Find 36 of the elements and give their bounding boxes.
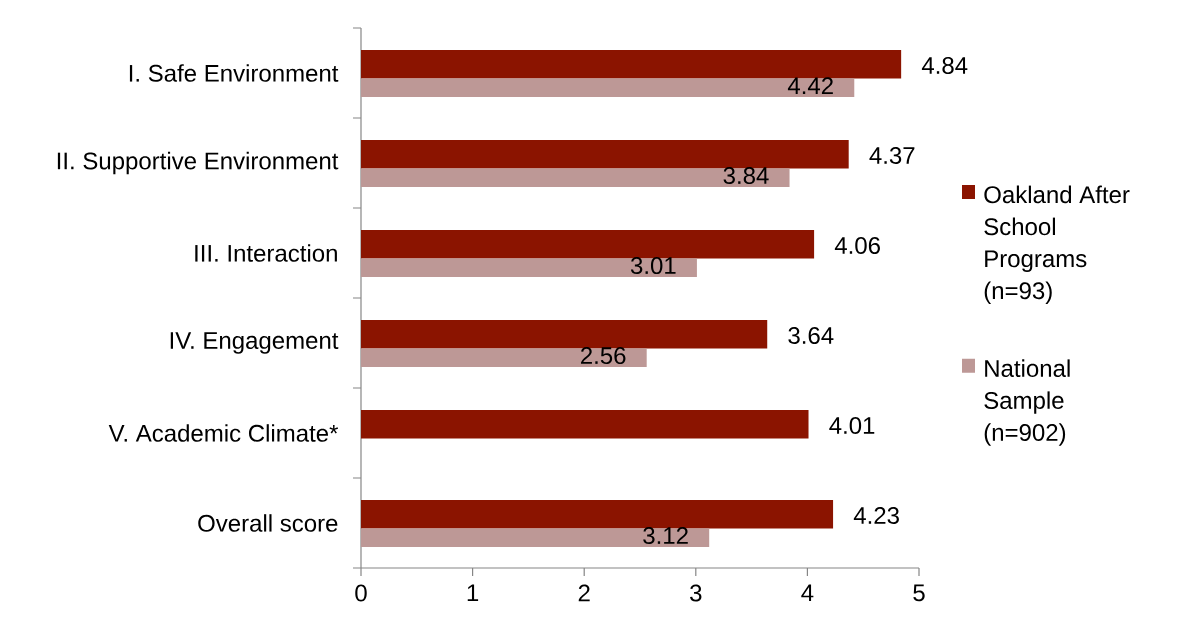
data-label: 4.37 (869, 147, 915, 164)
data-label: 4.23 (853, 507, 899, 524)
x-tick-label: 2 (578, 584, 590, 602)
data-label: 3.12 (643, 527, 688, 545)
y-tick-label: IV. Engagement (170, 332, 339, 354)
bar (361, 230, 815, 259)
bar (361, 528, 710, 547)
bar (361, 50, 902, 79)
data-label: 3.01 (630, 257, 676, 275)
bar (361, 348, 647, 367)
data-label: 3.84 (723, 167, 769, 185)
legend-label: Oakland After School Programs (n=93) (984, 185, 1130, 304)
x-tick-label: 1 (467, 584, 479, 602)
y-tick-label: III. Interaction (195, 244, 337, 262)
y-tick-label: II. Supportive Environment (57, 151, 339, 175)
bar (361, 320, 768, 349)
x-tick-label: 0 (355, 584, 367, 602)
y-tick-label: Overall score (198, 514, 338, 532)
data-label: 4.42 (787, 77, 833, 94)
bar (361, 78, 855, 97)
bar (361, 168, 790, 187)
bar (361, 258, 697, 277)
x-tick-label: 5 (913, 584, 925, 602)
y-tick-label: V. Academic Climate* (108, 424, 339, 442)
data-label: 2.56 (580, 347, 626, 365)
legend-label: National Sample (n=902) (984, 359, 1070, 446)
data-label: 4.06 (834, 237, 880, 254)
y-tick-label: I. Safe Environment (129, 64, 339, 82)
bar (361, 140, 849, 169)
bar (361, 410, 809, 439)
bar (361, 500, 834, 529)
x-tick-label: 4 (801, 584, 814, 602)
x-tick-label: 3 (690, 584, 702, 602)
data-label: 4.01 (829, 417, 875, 434)
data-label: 4.84 (921, 56, 968, 74)
data-label: 3.64 (788, 327, 834, 344)
